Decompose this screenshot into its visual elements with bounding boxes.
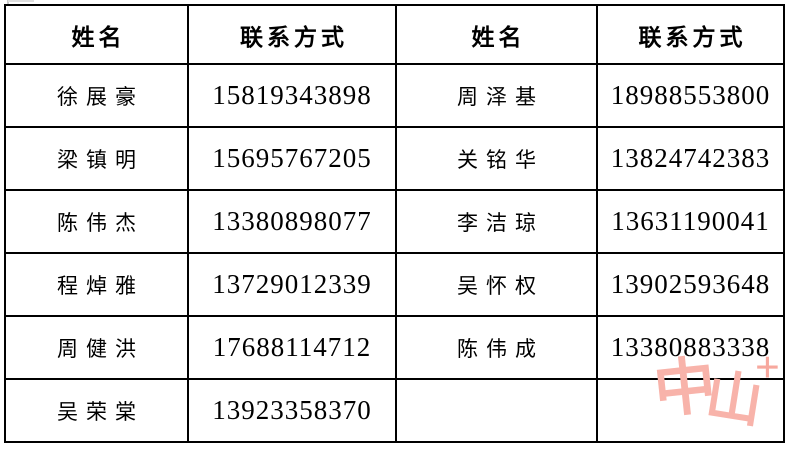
contact-table: 姓名 联系方式 姓名 联系方式 徐展豪 15819343898 周泽基 1898… bbox=[4, 4, 785, 443]
name-cell: 李洁琼 bbox=[395, 189, 598, 254]
table-row: 梁镇明 15695767205 关铭华 13824742383 bbox=[4, 126, 785, 191]
phone-cell: 13824742383 bbox=[596, 126, 785, 191]
table-row: 周健洪 17688114712 陈伟成 13380883338 bbox=[4, 315, 785, 380]
header-row: 姓名 联系方式 姓名 联系方式 bbox=[4, 4, 785, 65]
table-row: 程焯雅 13729012339 吴怀权 13902593648 bbox=[4, 252, 785, 317]
phone-cell: 13380898077 bbox=[187, 189, 397, 254]
header-name-left: 姓名 bbox=[4, 4, 189, 65]
header-name-right: 姓名 bbox=[395, 4, 598, 65]
name-cell: 吴荣棠 bbox=[4, 378, 189, 443]
header-contact-left: 联系方式 bbox=[187, 4, 397, 65]
empty-cell bbox=[596, 378, 785, 443]
name-cell: 关铭华 bbox=[395, 126, 598, 191]
name-cell: 陈伟成 bbox=[395, 315, 598, 380]
cutoff-fragment-vertical bbox=[7, 0, 9, 6]
table-row: 陈伟杰 13380898077 李洁琼 13631190041 bbox=[4, 189, 785, 254]
table-row: 吴荣棠 13923358370 bbox=[4, 378, 785, 443]
name-cell: 徐展豪 bbox=[4, 63, 189, 128]
phone-cell: 13729012339 bbox=[187, 252, 397, 317]
name-cell: 吴怀权 bbox=[395, 252, 598, 317]
name-cell: 梁镇明 bbox=[4, 126, 189, 191]
table-row: 徐展豪 15819343898 周泽基 18988553800 bbox=[4, 63, 785, 128]
empty-cell bbox=[395, 378, 598, 443]
name-cell: 陈伟杰 bbox=[4, 189, 189, 254]
name-cell: 周健洪 bbox=[4, 315, 189, 380]
cutoff-fragment-horizontal bbox=[8, 0, 34, 2]
name-cell: 程焯雅 bbox=[4, 252, 189, 317]
phone-cell: 13902593648 bbox=[596, 252, 785, 317]
phone-cell: 13631190041 bbox=[596, 189, 785, 254]
phone-cell: 13923358370 bbox=[187, 378, 397, 443]
header-contact-right: 联系方式 bbox=[596, 4, 785, 65]
name-cell: 周泽基 bbox=[395, 63, 598, 128]
phone-cell: 17688114712 bbox=[187, 315, 397, 380]
phone-cell: 15695767205 bbox=[187, 126, 397, 191]
phone-cell: 13380883338 bbox=[596, 315, 785, 380]
phone-cell: 15819343898 bbox=[187, 63, 397, 128]
phone-cell: 18988553800 bbox=[596, 63, 785, 128]
